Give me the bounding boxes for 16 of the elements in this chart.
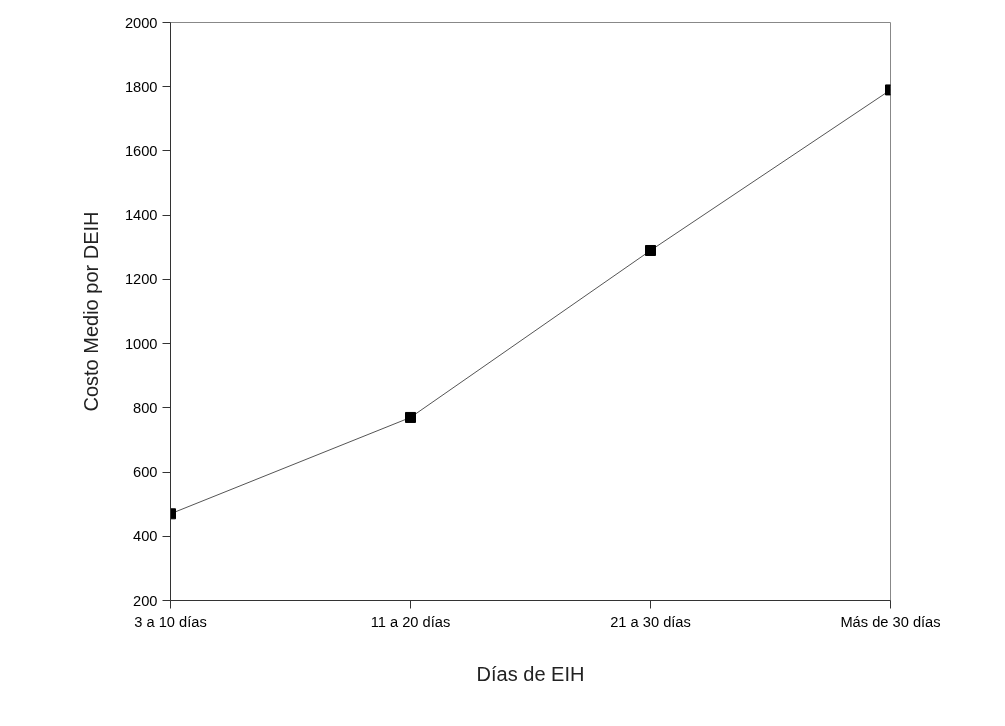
- x-tick-label: 11 a 20 días: [370, 613, 451, 630]
- y-tick-label: 600: [133, 464, 158, 481]
- y-tick-label: 1200: [124, 271, 158, 288]
- y-tick-label: 200: [133, 592, 158, 609]
- x-tick-label: Más de 30 días: [840, 613, 941, 630]
- y-tick-label: 1000: [124, 335, 158, 352]
- x-tick-label: 21 a 30 días: [610, 613, 691, 630]
- y-tick-label: 1800: [124, 78, 158, 95]
- y-axis-title: Costo Medio por DEIH: [79, 211, 102, 412]
- y-tick-label: 800: [133, 399, 158, 416]
- y-tick-label: 1400: [124, 207, 158, 224]
- y-tick-label: 1600: [124, 142, 158, 159]
- x-tick-label: 3 a 10 días: [134, 613, 207, 630]
- y-tick-label: 2000: [124, 14, 158, 31]
- y-tick-label: 400: [133, 528, 158, 545]
- x-axis-title: Días de EIH: [476, 662, 585, 685]
